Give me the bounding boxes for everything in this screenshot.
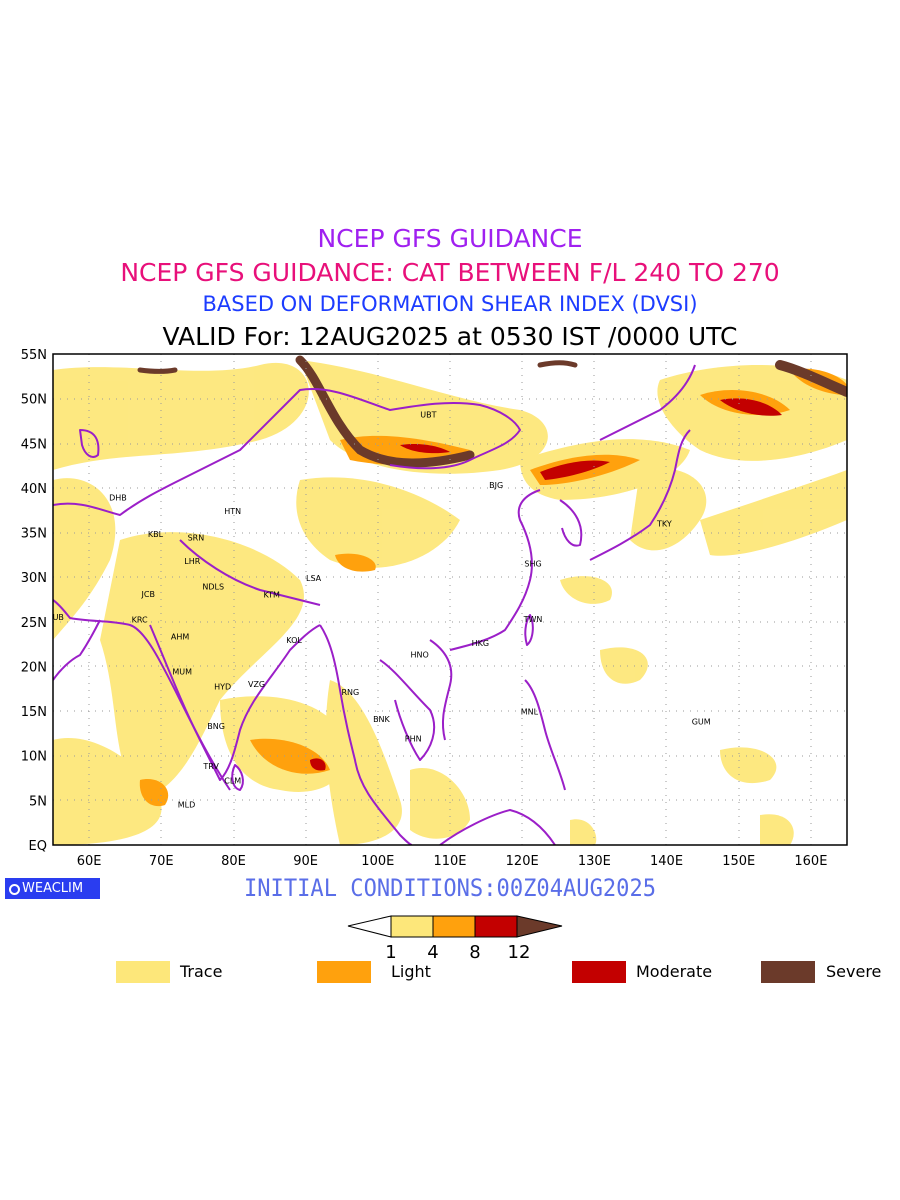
colorbar-high-arrow	[516, 915, 563, 938]
station-label-srn: SRN	[188, 534, 205, 543]
station-label-lsa: LSA	[306, 574, 322, 583]
title-line-2: NCEP GFS GUIDANCE: CAT BETWEEN F/L 240 T…	[120, 258, 780, 287]
station-label-krc: KRC	[132, 616, 148, 625]
station-labels: UBT BJG TKY DHB HTN KBL SRN LHR LSA SHG JCB NDLS KTM…	[46, 410, 711, 810]
colorbar-tick: 4	[427, 942, 438, 963]
colorbar-low-arrow	[347, 915, 392, 938]
lat-label: 45N	[21, 437, 47, 452]
lat-label: 55N	[21, 348, 47, 363]
lon-label: 160E	[794, 854, 827, 869]
longitude-labels: 60E 70E 80E 90E 100E 110E 120E 130E 140E 150E 160E	[77, 854, 828, 869]
station-label-clm: CLM	[224, 776, 241, 785]
station-label-dub: DUB	[46, 613, 64, 622]
station-label-kbl: KBL	[148, 530, 164, 539]
country-borders	[53, 364, 696, 845]
cat-shading-layer	[53, 355, 847, 845]
lat-label: 30N	[21, 571, 47, 586]
station-label-hyd: HYD	[214, 683, 231, 692]
colorbar: 1 4 8 12	[347, 915, 563, 963]
map-frame	[52, 353, 848, 846]
lon-label: 110E	[433, 854, 466, 869]
station-label-bng: BNG	[207, 722, 225, 731]
station-label-shg: SHG	[524, 559, 541, 568]
legend-label: Light	[391, 962, 431, 981]
station-label-bjg: BJG	[489, 481, 503, 490]
station-label-jcb: JCB	[141, 590, 155, 599]
station-label-lhr: LHR	[184, 557, 200, 566]
station-label-hkg: HKG	[472, 639, 489, 648]
station-label-rng: RNG	[342, 688, 360, 697]
initial-conditions: INITIAL CONDITIONS:00Z04AUG2025	[243, 874, 657, 902]
colorbar-segment-moderate	[474, 915, 518, 938]
legend-label: Trace	[180, 962, 223, 981]
colorbar-segment-trace	[390, 915, 434, 938]
station-label-trv: TRV	[202, 762, 219, 771]
title-line-1: NCEP GFS GUIDANCE	[317, 224, 583, 253]
lon-label: 140E	[650, 854, 683, 869]
station-label-tky: TKY	[656, 519, 672, 528]
colorbar-tick: 12	[508, 942, 531, 963]
colorbar-tick: 8	[469, 942, 480, 963]
title-line-3: BASED ON DEFORMATION SHEAR INDEX (DVSI)	[202, 292, 698, 316]
station-label-mnl: MNL	[521, 708, 539, 717]
valid-time-title: VALID For: 12AUG2025 at 0530 IST /0000 U…	[162, 322, 738, 351]
station-label-mum: MUM	[172, 667, 192, 676]
station-label-vzg: VZG	[248, 680, 265, 689]
lat-label: 10N	[21, 750, 47, 765]
station-label-htn: HTN	[224, 507, 241, 516]
station-label-ahm: AHM	[171, 633, 189, 642]
lon-label: 150E	[722, 854, 755, 869]
station-label-mld: MLD	[178, 801, 196, 810]
lat-label: 20N	[21, 660, 47, 675]
legend-swatch	[761, 961, 815, 983]
lat-label: 40N	[21, 482, 47, 497]
lat-label: 25N	[21, 616, 47, 631]
lon-label: 130E	[578, 854, 611, 869]
lon-label: 60E	[77, 854, 102, 869]
station-label-ktm: KTM	[263, 591, 280, 600]
logo-text: WEACLIM	[22, 881, 84, 896]
colorbar-tick: 1	[385, 942, 396, 963]
latitude-labels: 55N 50N 45N 40N 35N 30N 25N 20N 15N 10N 5N EQ	[21, 348, 47, 854]
lon-label: 70E	[149, 854, 174, 869]
station-label-ubt: UBT	[420, 410, 436, 419]
legend-swatch	[317, 961, 371, 983]
lon-label: 100E	[361, 854, 394, 869]
lon-label: 80E	[221, 854, 246, 869]
station-label-gum: GUM	[692, 717, 711, 726]
lat-label: 35N	[21, 527, 47, 542]
lat-label: 5N	[29, 794, 47, 809]
station-label-dhb: DHB	[109, 493, 127, 502]
station-label-kol: KOL	[286, 636, 302, 645]
graticule	[53, 354, 847, 845]
lon-label: 120E	[506, 854, 539, 869]
station-label-bnk: BNK	[373, 715, 390, 724]
legend-swatch	[572, 961, 626, 983]
station-label-hno: HNO	[411, 651, 429, 660]
legend-label: Severe	[826, 962, 882, 981]
lon-label: 90E	[293, 854, 318, 869]
logo-ring-icon	[9, 884, 20, 895]
legend-swatch	[116, 961, 170, 983]
station-label-twn: TWN	[523, 615, 543, 624]
legend-label: Moderate	[636, 962, 713, 981]
lat-label: 50N	[21, 393, 47, 408]
station-label-ndls: NDLS	[202, 583, 224, 592]
lat-label: EQ	[29, 839, 47, 854]
weaclim-logo: WEACLIM	[5, 878, 100, 899]
colorbar-segment-light	[432, 915, 476, 938]
lat-label: 15N	[21, 705, 47, 720]
station-label-phn: PHN	[405, 734, 422, 743]
